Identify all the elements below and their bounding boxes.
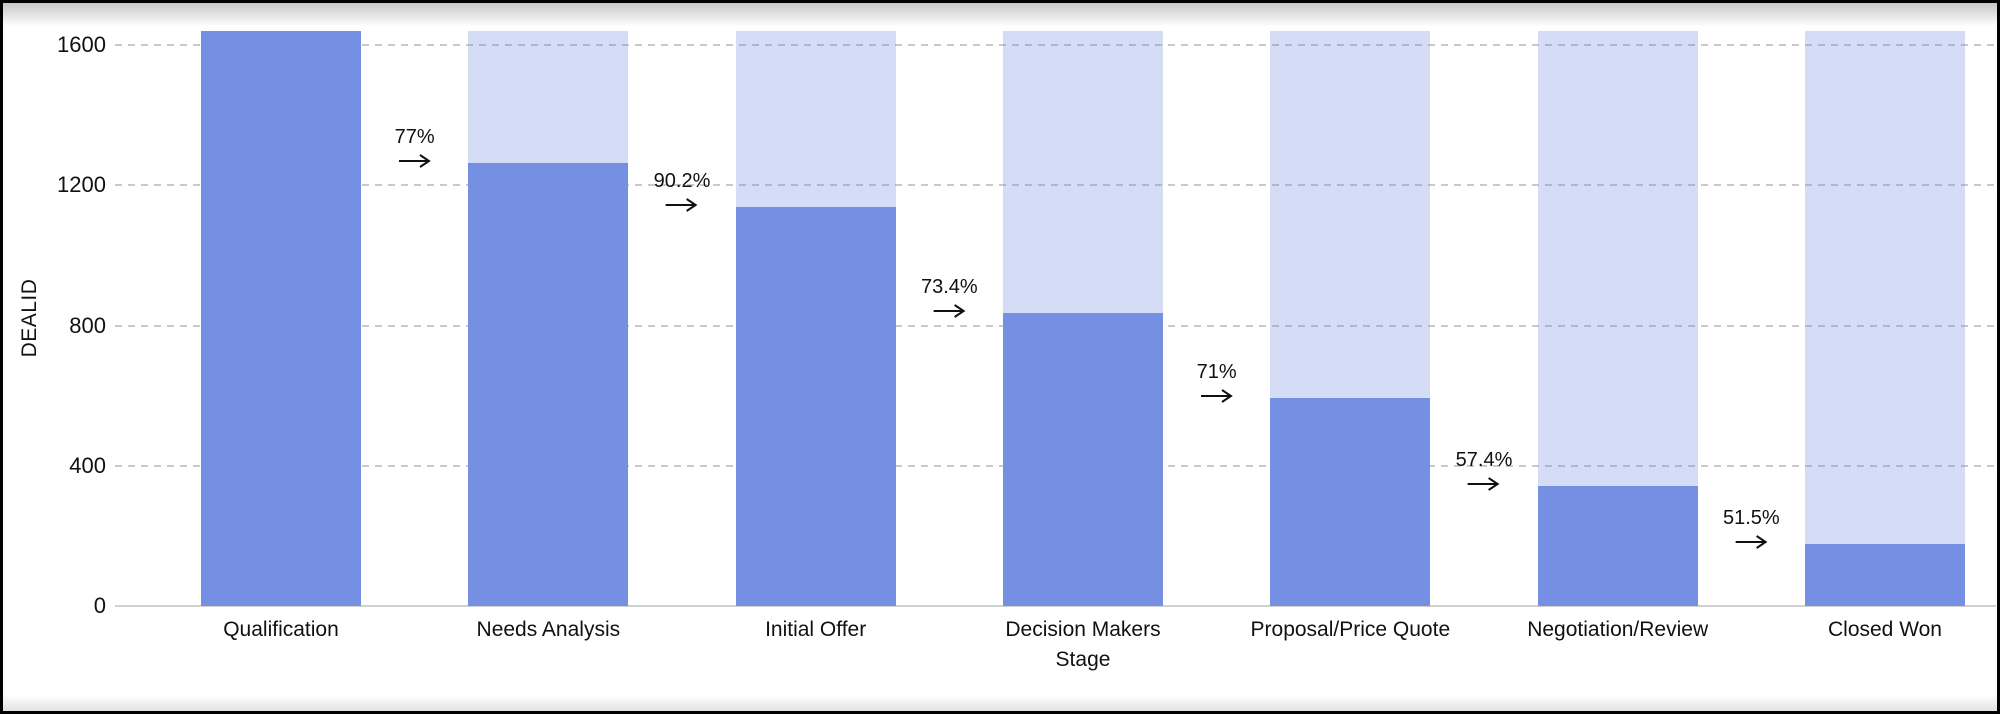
x-axis-category-label: Closed Won xyxy=(1827,618,1942,641)
conversion-annotation: 73.4% xyxy=(921,275,978,319)
right-arrow-icon xyxy=(1735,535,1768,550)
bar-value-segment-proposal-price-quote[interactable] xyxy=(1270,397,1431,606)
x-axis-title: Stage xyxy=(1055,648,1111,671)
bar-value-segment-initial-offer[interactable] xyxy=(735,206,896,606)
x-axis-category-label: Negotiation/Review xyxy=(1527,618,1709,641)
plot-area: 0 400 800 1200 1600 Qualification Needs Analys… xyxy=(3,3,1997,711)
bar-value-segment-decision-makers[interactable] xyxy=(1003,312,1163,606)
x-axis-category-label: Proposal/Price Quote xyxy=(1250,618,1451,641)
bar-value-segment-qualification[interactable] xyxy=(201,31,361,606)
bar-value-segment-closed-won[interactable] xyxy=(1805,544,1965,606)
conversion-annotation: 77% xyxy=(395,125,435,169)
bar-background-segment-closed-won xyxy=(1805,31,1965,606)
gridline xyxy=(115,184,1996,187)
conversion-annotation: 71% xyxy=(1197,360,1237,404)
y-axis-tick-label: 1200 xyxy=(57,172,106,198)
y-axis-tick-label: 0 xyxy=(93,593,106,618)
conversion-rate-label: 71% xyxy=(1196,360,1237,383)
x-axis-category-label: Initial Offer xyxy=(765,618,867,641)
bar-value-segment-needs-analysis[interactable] xyxy=(468,163,629,606)
bar-value-segment-negotiation-review[interactable] xyxy=(1537,486,1698,606)
right-arrow-icon xyxy=(933,304,966,318)
conversion-rate-label: 90.2% xyxy=(653,169,711,192)
right-arrow-icon xyxy=(1468,477,1500,492)
conversion-annotation: 57.4% xyxy=(1455,448,1513,492)
conversion-rate-label: 77% xyxy=(394,126,435,149)
y-axis-title: DEALID xyxy=(18,278,41,358)
conversion-rate-label: 73.4% xyxy=(920,275,978,298)
y-axis-tick-label: 1600 xyxy=(57,32,106,58)
y-axis-tick-label: 400 xyxy=(69,452,106,478)
conversion-rate-label: 57.4% xyxy=(1455,449,1513,472)
x-axis-line xyxy=(115,605,1996,607)
conversion-annotation: 90.2% xyxy=(653,169,711,213)
x-axis-category-label: Qualification xyxy=(223,618,339,641)
x-axis-category-label: Needs Analysis xyxy=(476,618,621,641)
right-arrow-icon xyxy=(1200,388,1233,403)
x-axis-category-label: Decision Makers xyxy=(1005,618,1161,641)
y-axis-tick-label: 800 xyxy=(69,312,106,338)
conversion-rate-label: 51.5% xyxy=(1722,507,1780,530)
right-arrow-icon xyxy=(398,154,431,169)
right-arrow-icon xyxy=(666,197,698,212)
conversion-annotation: 51.5% xyxy=(1723,506,1780,550)
gridline xyxy=(115,44,1996,47)
